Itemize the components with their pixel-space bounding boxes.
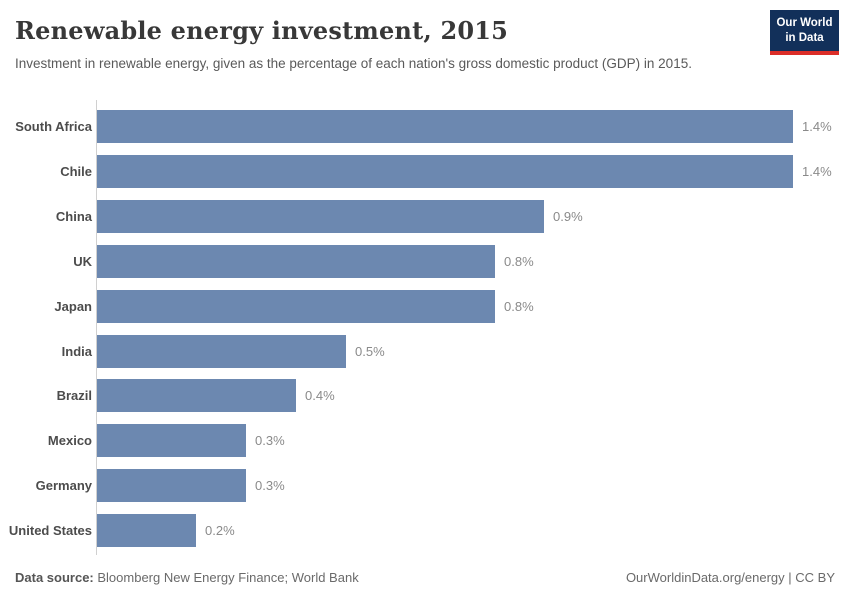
bar-chart: South Africa 1.4% Chile 1.4% China 0.9% … <box>0 100 850 555</box>
bar[interactable] <box>97 290 495 323</box>
value-label: 0.4% <box>305 388 335 403</box>
value-label: 0.5% <box>355 344 385 359</box>
chart-header: Renewable energy investment, 2015 Invest… <box>0 0 850 74</box>
owid-logo[interactable]: Our World in Data <box>770 10 839 55</box>
bar[interactable] <box>97 110 793 143</box>
chart-title: Renewable energy investment, 2015 <box>15 16 509 45</box>
value-label: 1.4% <box>802 164 832 179</box>
category-label: Japan <box>54 299 92 314</box>
category-label: UK <box>73 254 92 269</box>
category-label: India <box>61 344 92 359</box>
owid-logo-line1: Our World <box>776 17 833 29</box>
bar-row: India 0.5% <box>0 335 850 368</box>
bar[interactable] <box>97 469 246 502</box>
y-axis-line <box>96 100 97 555</box>
chart-subtitle: Investment in renewable energy, given as… <box>15 56 692 71</box>
footer-link[interactable]: OurWorldinData.org/energy | CC BY <box>625 570 835 585</box>
bar[interactable] <box>97 245 495 278</box>
value-label: 0.9% <box>553 209 583 224</box>
bar-row: Japan 0.8% <box>0 290 850 323</box>
value-label: 1.4% <box>802 119 832 134</box>
chart-footer: Data source: Bloomberg New Energy Financ… <box>15 570 835 585</box>
owid-logo-red-strip <box>770 50 839 55</box>
bar[interactable] <box>97 335 346 368</box>
bar-row: Chile 1.4% <box>0 155 850 188</box>
data-source: Data source: Bloomberg New Energy Financ… <box>15 570 359 585</box>
data-source-label: Data source: <box>15 570 94 585</box>
bar-row: Brazil 0.4% <box>0 379 850 412</box>
owid-logo-line2: in Data <box>785 31 824 44</box>
bar[interactable] <box>97 514 196 547</box>
category-label: Germany <box>35 478 92 493</box>
bar[interactable] <box>97 155 793 188</box>
value-label: 0.8% <box>504 254 534 269</box>
bar-row: Mexico 0.3% <box>0 424 850 457</box>
value-label: 0.2% <box>205 523 235 538</box>
bar-row: UK 0.8% <box>0 245 850 278</box>
value-label: 0.3% <box>255 478 285 493</box>
bar-row: Germany 0.3% <box>0 469 850 502</box>
bar-row: China 0.9% <box>0 200 850 233</box>
bar-row: United States 0.2% <box>0 514 850 547</box>
bar[interactable] <box>97 379 296 412</box>
category-label: Brazil <box>56 388 92 403</box>
category-label: South Africa <box>15 119 92 134</box>
category-label: Mexico <box>47 433 92 448</box>
category-label: Chile <box>60 164 92 179</box>
bar[interactable] <box>97 200 544 233</box>
owid-logo-text: Our World in Data <box>770 10 839 51</box>
category-label: China <box>55 209 92 224</box>
bar-row: South Africa 1.4% <box>0 110 850 143</box>
data-source-text: Bloomberg New Energy Finance; World Bank <box>93 570 359 585</box>
value-label: 0.3% <box>255 433 285 448</box>
bar[interactable] <box>97 424 246 457</box>
value-label: 0.8% <box>504 299 534 314</box>
category-label: United States <box>8 523 92 538</box>
